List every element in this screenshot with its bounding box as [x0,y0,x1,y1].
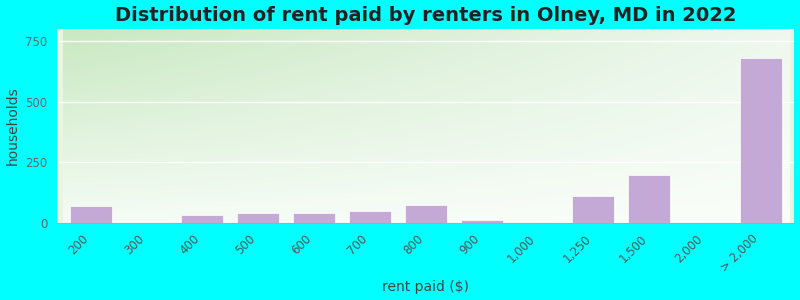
Bar [405,205,446,223]
X-axis label: rent paid ($): rent paid ($) [382,280,470,294]
Bar [349,211,391,223]
Bar [461,220,502,223]
Bar [572,196,614,223]
Bar [238,213,279,223]
Bar [628,176,670,223]
Bar [70,206,111,223]
Bar [740,58,782,223]
Bar [182,215,223,223]
Y-axis label: households: households [6,86,19,165]
Bar [293,213,335,223]
Title: Distribution of rent paid by renters in Olney, MD in 2022: Distribution of rent paid by renters in … [115,6,737,25]
